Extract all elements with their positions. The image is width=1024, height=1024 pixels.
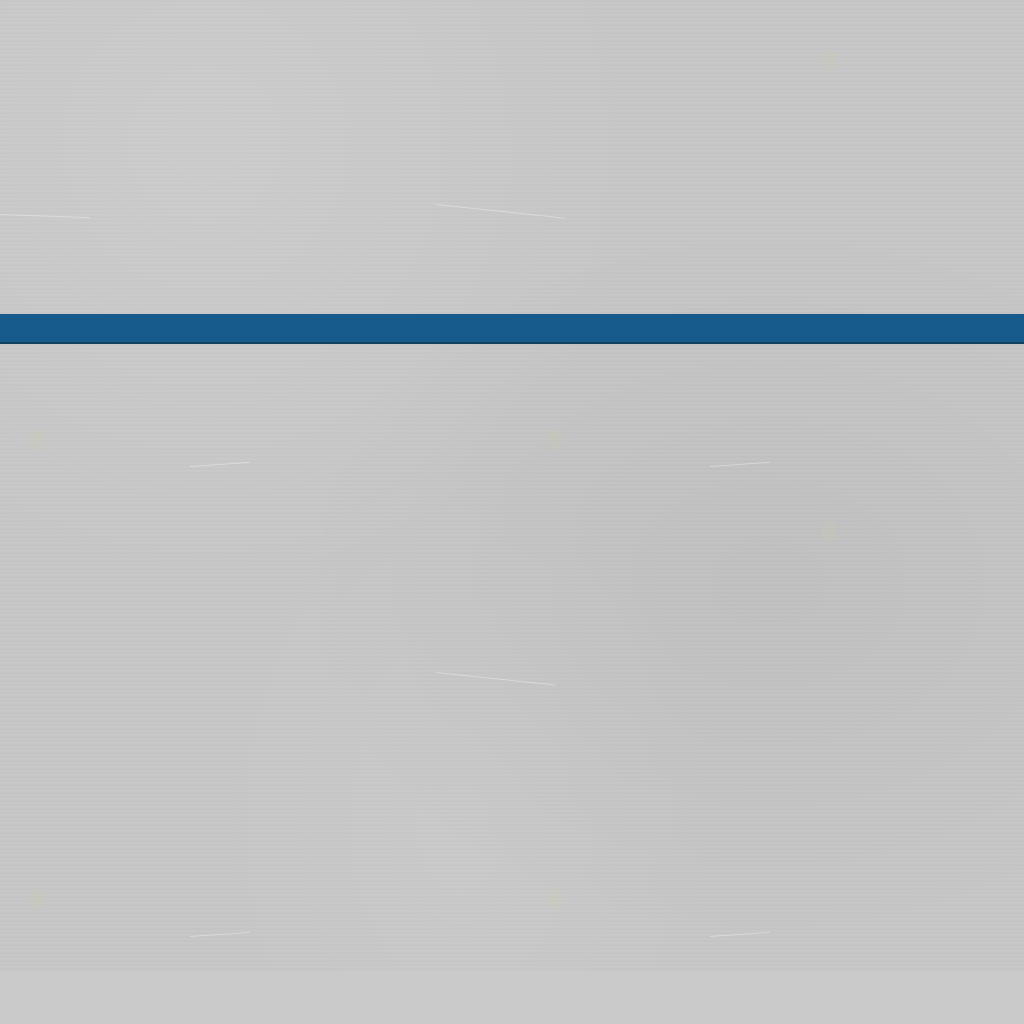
surface-scratch <box>189 931 250 937</box>
surface-speck <box>822 520 836 542</box>
footer-strip <box>0 972 1024 1024</box>
textured-surface <box>0 0 1024 972</box>
surface-speck <box>548 888 562 910</box>
surface-speck <box>822 50 836 72</box>
surface-speck <box>30 888 44 910</box>
surface-scratch <box>435 204 566 219</box>
surface-scratch <box>435 672 556 686</box>
surface-scratch <box>709 931 770 937</box>
surface-scratch <box>0 214 90 219</box>
surface-speck <box>548 428 562 450</box>
surface-speck <box>30 428 44 450</box>
surface-scratch <box>189 461 250 467</box>
divider-bar <box>0 314 1024 344</box>
surface-scratch <box>709 461 770 467</box>
